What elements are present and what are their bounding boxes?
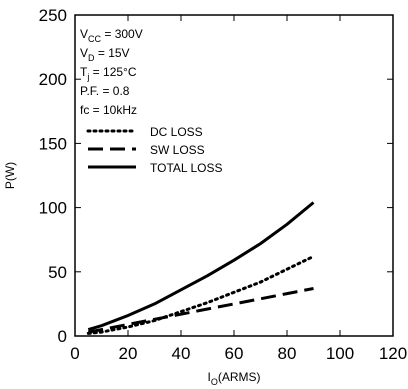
condition-text: VD = 15V	[80, 46, 130, 63]
plot-frame	[74, 14, 394, 337]
x-tick-label: 80	[278, 344, 297, 363]
x-tick-label: 120	[379, 344, 407, 363]
legend-label: DC LOSS	[150, 125, 203, 139]
series-line-sw-loss	[88, 287, 314, 334]
y-axis-label: P(W)	[3, 162, 17, 189]
y-tick-label: 0	[58, 327, 67, 346]
legend-label: TOTAL LOSS	[150, 161, 222, 175]
series-line-total-loss	[87, 201, 315, 332]
condition-text: VCC = 300V	[80, 27, 143, 44]
y-tick-label: 150	[39, 134, 67, 153]
y-tick-label: 250	[39, 6, 67, 25]
x-axis-label-rest: (ARMS)	[218, 370, 261, 384]
condition-text: P.F. = 0.8	[80, 84, 130, 98]
x-tick-label: 100	[326, 344, 354, 363]
x-tick-label: 40	[172, 344, 191, 363]
condition-text: Tj = 125°C	[80, 65, 137, 82]
y-tick-label: 200	[39, 70, 67, 89]
series-line-dc-loss	[86, 254, 315, 335]
x-axis-label-main: I	[207, 370, 210, 384]
legend-label: SW LOSS	[150, 143, 205, 157]
x-tick-label: 0	[70, 344, 79, 363]
x-tick-label: 20	[119, 344, 138, 363]
y-tick-label: 100	[39, 199, 67, 218]
x-axis-label: IO(ARMS)	[207, 370, 260, 387]
y-tick-label: 50	[48, 263, 67, 282]
x-tick-label: 60	[225, 344, 244, 363]
x-axis-label-sub: O	[211, 377, 218, 387]
condition-text: fc = 10kHz	[80, 103, 137, 117]
